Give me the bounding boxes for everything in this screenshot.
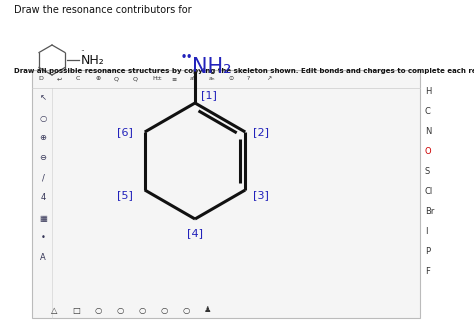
Text: [5]: [5] <box>117 190 133 200</box>
Text: Draw all possible resonance structures by copying the skeleton shown. Edit bonds: Draw all possible resonance structures b… <box>14 68 474 74</box>
Text: ○: ○ <box>39 113 46 123</box>
Text: ○: ○ <box>182 305 190 315</box>
Text: ••: •• <box>181 52 193 62</box>
Text: [3]: [3] <box>253 190 269 200</box>
Text: H±: H± <box>152 77 162 82</box>
Text: ♟: ♟ <box>204 305 212 315</box>
Text: •: • <box>41 233 46 243</box>
Text: ≡: ≡ <box>171 77 176 82</box>
Text: N: N <box>425 127 431 137</box>
Text: aⁿ: aⁿ <box>190 77 197 82</box>
Text: ⊙: ⊙ <box>228 77 233 82</box>
Text: Cl: Cl <box>425 187 433 197</box>
Text: △: △ <box>51 305 57 315</box>
Text: ··: ·· <box>80 47 85 56</box>
Bar <box>32 70 420 318</box>
Text: NH₂: NH₂ <box>192 57 232 77</box>
Text: ↗: ↗ <box>266 77 271 82</box>
Text: F: F <box>425 268 430 276</box>
Text: ▦: ▦ <box>39 214 47 223</box>
Text: Q: Q <box>133 77 138 82</box>
Text: aₙ: aₙ <box>209 77 216 82</box>
Text: [1]: [1] <box>201 90 217 100</box>
Text: D: D <box>38 77 43 82</box>
Text: C: C <box>425 108 431 116</box>
Text: S: S <box>425 168 430 176</box>
Text: [2]: [2] <box>253 127 269 137</box>
Text: ⊕: ⊕ <box>39 134 46 142</box>
Text: Q: Q <box>114 77 119 82</box>
Text: NH₂: NH₂ <box>81 53 105 67</box>
Text: I: I <box>425 228 428 236</box>
Text: [6]: [6] <box>117 127 133 137</box>
Text: /: / <box>42 173 45 183</box>
Text: A: A <box>40 254 46 262</box>
Text: ↖: ↖ <box>39 94 46 102</box>
Text: C: C <box>76 77 81 82</box>
Text: □: □ <box>72 305 80 315</box>
Text: ⊖: ⊖ <box>39 154 46 162</box>
Text: ○: ○ <box>138 305 146 315</box>
Text: O: O <box>425 147 432 156</box>
Text: P: P <box>425 247 430 257</box>
Text: ○: ○ <box>117 305 124 315</box>
Text: 4: 4 <box>40 194 46 202</box>
Text: [4]: [4] <box>187 228 203 238</box>
Text: ○: ○ <box>160 305 168 315</box>
Text: Draw the resonance contributors for: Draw the resonance contributors for <box>14 5 191 15</box>
Text: ↩: ↩ <box>57 77 62 82</box>
Text: ○: ○ <box>94 305 101 315</box>
Text: ⊕: ⊕ <box>95 77 100 82</box>
Text: ?: ? <box>247 77 250 82</box>
Text: Br: Br <box>425 208 434 216</box>
Text: H: H <box>425 87 431 96</box>
